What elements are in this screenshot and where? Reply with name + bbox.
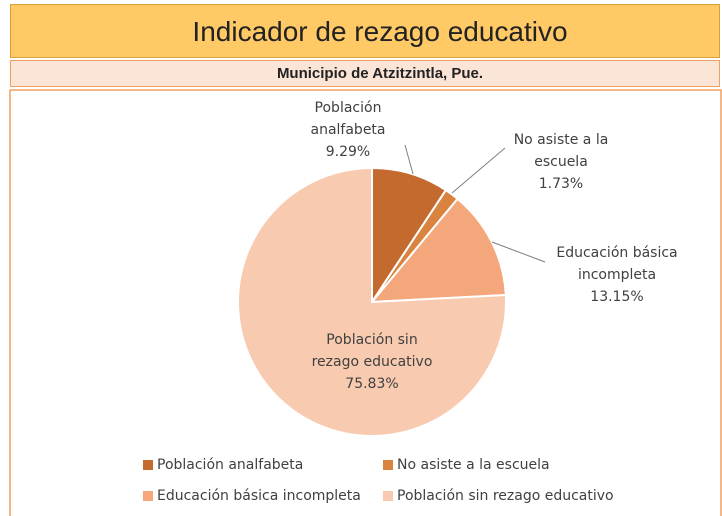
data-label-name: No asiste a la escuela — [514, 132, 609, 170]
data-label-value: 13.15% — [590, 289, 643, 305]
label-line: rezago educativo — [312, 354, 433, 370]
legend-marker — [383, 460, 393, 470]
pie-slice — [237, 166, 507, 437]
label-line: analfabeta — [311, 122, 386, 138]
label-line: Población — [315, 100, 382, 116]
leader-line — [451, 147, 506, 194]
data-label-name: Población analfabeta — [311, 100, 386, 138]
subtitle: Municipio de Atzitzintla, Pue. — [10, 60, 720, 87]
data-label-value: 75.83% — [345, 376, 398, 392]
leader-line — [404, 144, 414, 175]
legend-label: Educación básica incompleta — [157, 488, 361, 504]
data-label-name: Población sin rezago educativo — [312, 332, 433, 370]
label-line: Población sin — [326, 332, 417, 348]
legend-marker — [143, 460, 153, 470]
data-label-value: 9.29% — [326, 144, 370, 160]
legend-marker — [383, 491, 393, 501]
leader-line — [491, 241, 546, 263]
chart-frame — [9, 89, 722, 516]
data-label-name: Educación básica incompleta — [556, 245, 677, 283]
label-line: escuela — [534, 154, 588, 170]
label-line: incompleta — [578, 267, 656, 283]
legend-marker — [143, 491, 153, 501]
legend-label: Población analfabeta — [157, 457, 303, 473]
pie-slice — [371, 166, 448, 306]
label-line: Educación básica — [556, 245, 677, 261]
pie-slice — [369, 197, 507, 304]
legend-label: Población sin rezago educativo — [397, 488, 614, 504]
label-line: No asiste a la — [514, 132, 609, 148]
legend-label: No asiste a la escuela — [397, 457, 550, 473]
title: Indicador de rezago educativo — [10, 4, 720, 58]
data-label-value: 1.73% — [539, 176, 583, 192]
